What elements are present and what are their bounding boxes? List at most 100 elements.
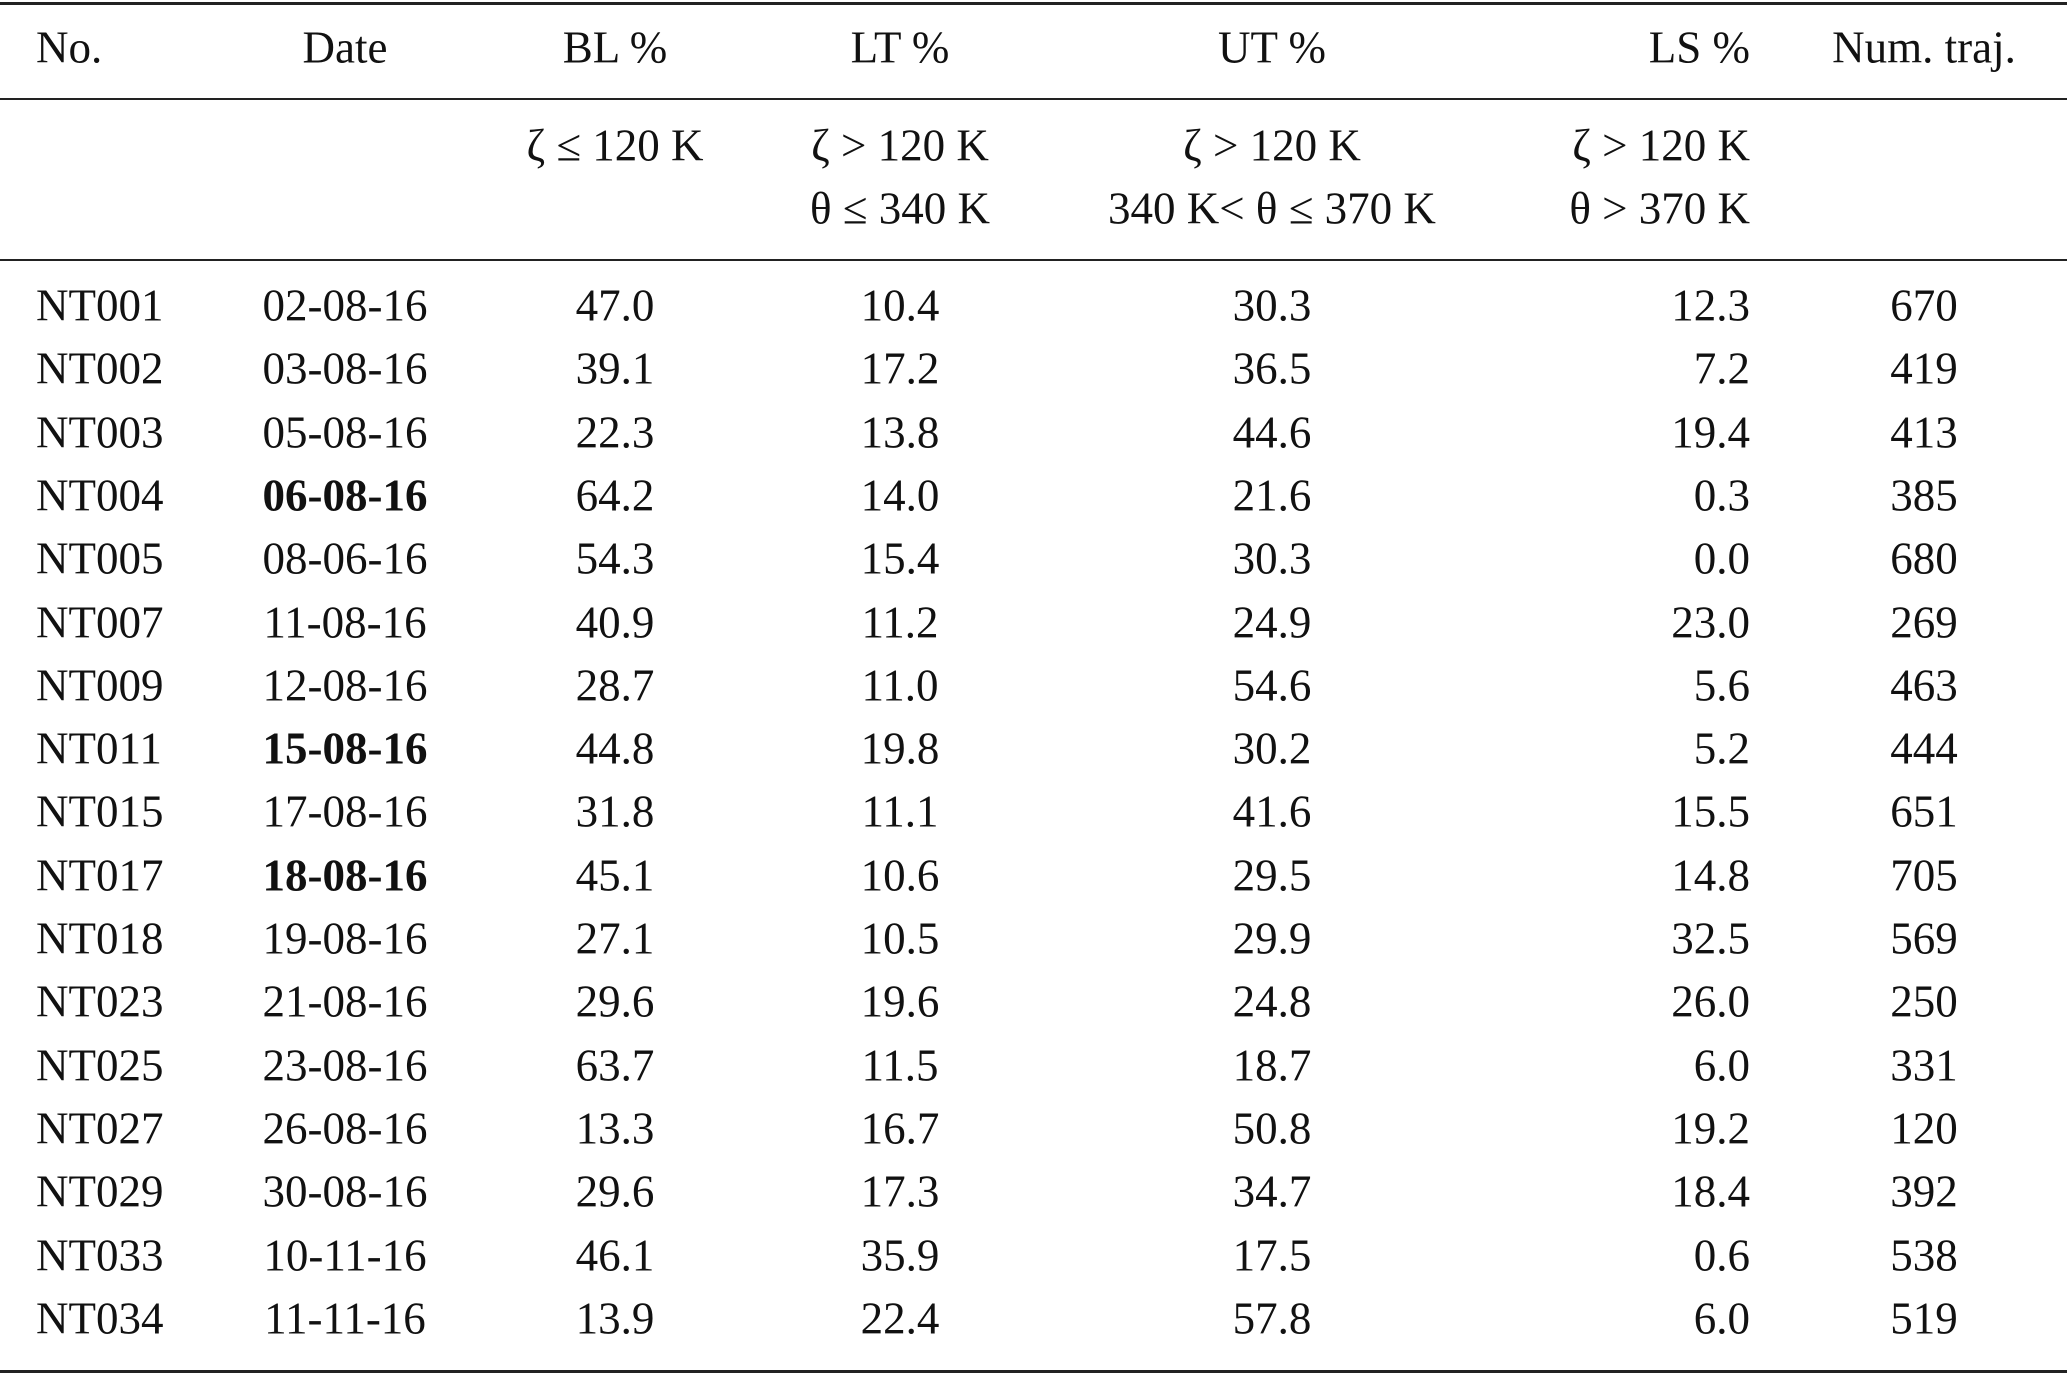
table-cell: 0.0 [1693, 533, 1750, 584]
table-cell: 26.0 [1671, 976, 1750, 1027]
table-cell: 03-08-16 [262, 343, 428, 394]
column-condition: θ > 370 K [1569, 183, 1750, 234]
table-cell: 413 [1890, 407, 1958, 458]
column-header: Num. traj. [1832, 22, 2016, 73]
table-cell: 7.2 [1693, 343, 1750, 394]
table-cell: 08-06-16 [262, 533, 428, 584]
table-cell: 12-08-16 [262, 660, 428, 711]
table-cell: 19.2 [1671, 1103, 1750, 1154]
table-cell: 23-08-16 [262, 1040, 428, 1091]
table-cell: 39.1 [575, 343, 655, 394]
table-cell: 0.3 [1693, 470, 1750, 521]
table-cell: 19.4 [1671, 407, 1750, 458]
table-cell: 18.7 [1232, 1040, 1312, 1091]
table-cell: 538 [1890, 1230, 1958, 1280]
column-header: LS % [1648, 22, 1750, 73]
table-cell: 11.2 [861, 597, 939, 647]
column-header: BL % [562, 22, 668, 73]
table-cell: 13.9 [575, 1293, 655, 1344]
table-cell: 11.5 [861, 1040, 939, 1091]
table-cell: 519 [1890, 1293, 1958, 1344]
table-cell: 5.2 [1693, 723, 1750, 774]
table-cell: 0.6 [1693, 1230, 1750, 1280]
table-cell: 569 [1890, 913, 1958, 964]
table-cell: NT005 [36, 533, 164, 584]
table-cell: 6.0 [1693, 1040, 1750, 1091]
table-cell: 54.3 [575, 533, 655, 584]
table-cell: NT002 [36, 343, 164, 394]
table-cell: 19.8 [860, 723, 940, 774]
table-cell: 13.8 [860, 407, 940, 458]
table-cell: 32.5 [1671, 913, 1750, 964]
table-cell: NT034 [36, 1293, 164, 1344]
table-cell: NT027 [36, 1103, 164, 1154]
table-cell: 15.4 [860, 533, 940, 584]
column-condition: θ ≤ 340 K [810, 183, 990, 234]
table-cell: 24.8 [1232, 976, 1312, 1027]
table-cell: 444 [1890, 723, 1958, 774]
column-condition: 340 K< θ ≤ 370 K [1108, 183, 1436, 234]
column-header: UT % [1218, 22, 1326, 73]
table-cell: 23.0 [1671, 597, 1750, 647]
table-cell: 10.5 [860, 913, 940, 964]
table-cell: 18.4 [1671, 1166, 1750, 1217]
table-cell: 30.3 [1232, 280, 1312, 331]
table-cell: 13.3 [575, 1103, 655, 1154]
table-cell: 10.6 [860, 850, 940, 901]
table-cell: 11.0 [861, 660, 939, 711]
table-cell: 670 [1890, 280, 1958, 331]
table-cell: 6.0 [1693, 1293, 1750, 1344]
table-cell: 17.5 [1232, 1230, 1312, 1280]
table-cell: 463 [1890, 660, 1958, 711]
table-cell: 34.7 [1232, 1166, 1312, 1217]
column-header: No. [36, 22, 103, 73]
subheader-rule [0, 259, 2067, 261]
table-cell: 16.7 [860, 1103, 940, 1154]
table-cell: 02-08-16 [262, 280, 428, 331]
table-cell: 30.3 [1232, 533, 1312, 584]
table-cell: 419 [1890, 343, 1958, 394]
table-cell: 12.3 [1671, 280, 1750, 331]
table-cell: 651 [1890, 786, 1958, 837]
column-header: Date [302, 22, 388, 73]
table-cell: 29.6 [575, 1166, 655, 1217]
table-cell: 29.5 [1232, 850, 1312, 901]
table-cell: 31.8 [575, 786, 655, 837]
table-cell: 269 [1890, 597, 1958, 647]
table-cell: NT003 [36, 407, 164, 458]
table-cell: NT029 [36, 1166, 164, 1217]
table-cell: NT011 [36, 723, 162, 774]
table-cell: 15.5 [1671, 786, 1750, 837]
table-cell: NT018 [36, 913, 164, 964]
table-cell: NT009 [36, 660, 164, 711]
table-cell: 10.4 [860, 280, 940, 331]
table-cell: 54.6 [1232, 660, 1312, 711]
table-cell: 41.6 [1232, 786, 1312, 837]
column-header: LT % [850, 22, 950, 73]
table-cell: NT007 [36, 597, 164, 647]
table-cell: 14.8 [1671, 850, 1750, 901]
table-cell: 29.6 [575, 976, 655, 1027]
table-cell: 44.8 [575, 723, 655, 774]
table-cell: NT033 [36, 1230, 164, 1280]
table-cell: 17.3 [860, 1166, 940, 1217]
table-cell: NT015 [36, 786, 164, 837]
table-cell: 11-08-16 [263, 597, 427, 647]
table-cell: 19.6 [860, 976, 940, 1027]
table-cell: 36.5 [1232, 343, 1312, 394]
table-cell: NT004 [36, 470, 164, 521]
table-cell: NT025 [36, 1040, 164, 1091]
table-cell: 14.0 [860, 470, 940, 521]
table-cell: 120 [1890, 1103, 1958, 1154]
table-cell: 29.9 [1232, 913, 1312, 964]
table-cell: 26-08-16 [262, 1103, 428, 1154]
table-cell: 10-11-16 [263, 1230, 427, 1280]
table-cell: 46.1 [575, 1230, 655, 1280]
column-condition: ζ > 120 K [811, 120, 989, 171]
table-cell: 45.1 [575, 850, 655, 901]
table-cell: 44.6 [1232, 407, 1312, 458]
table-cell: 5.6 [1693, 660, 1750, 711]
top-rule [0, 2, 2067, 5]
table-cell: 21-08-16 [262, 976, 428, 1027]
